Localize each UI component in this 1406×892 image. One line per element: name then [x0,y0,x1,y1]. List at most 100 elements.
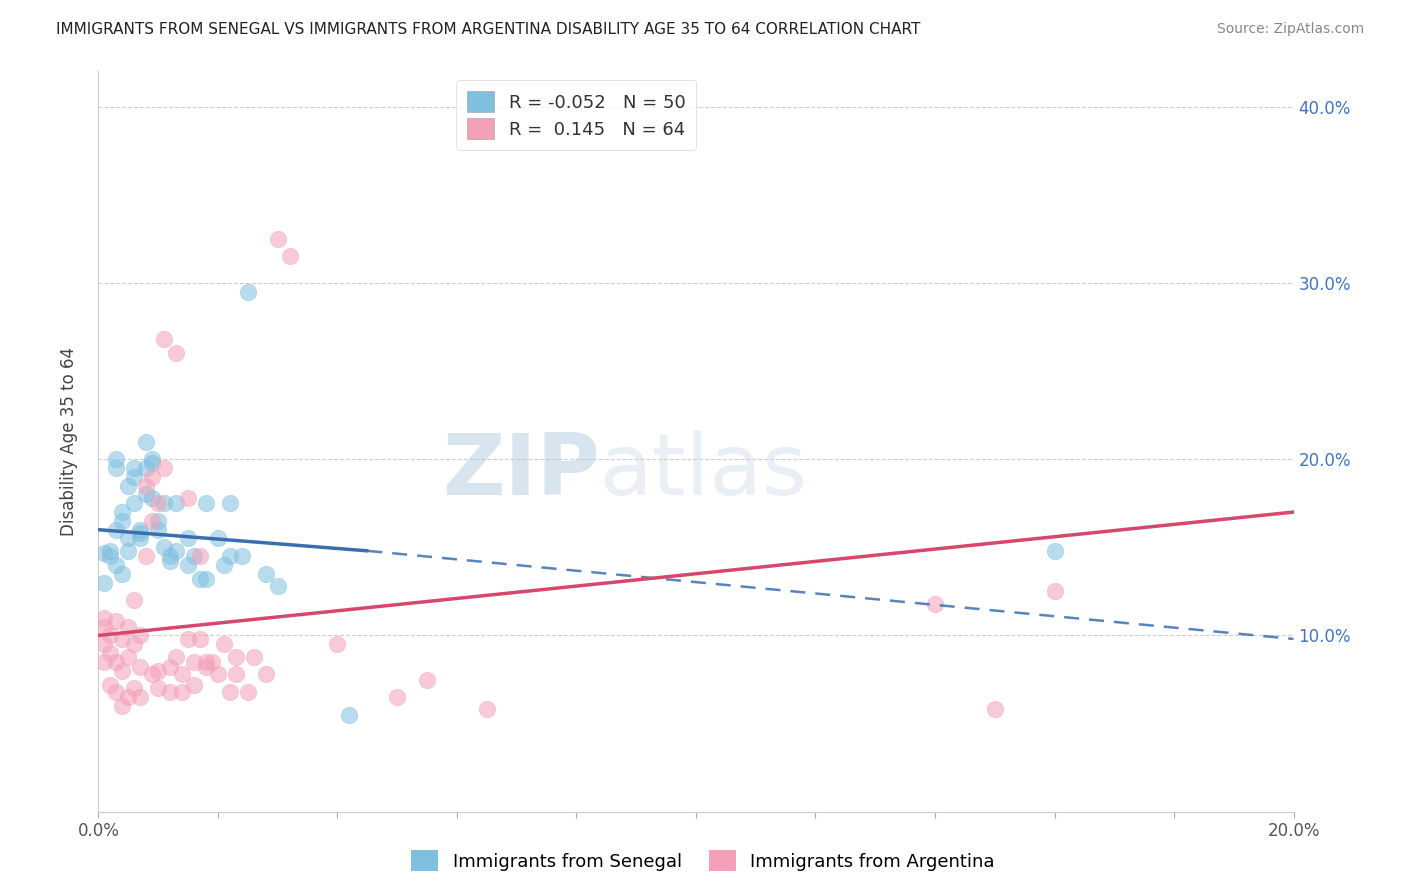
Point [93,575,115,590]
Text: ZIP: ZIP [443,430,600,513]
Point [183,549,205,563]
Point [188,549,211,563]
Point [183,655,205,669]
Point [924,597,946,611]
Text: Source: ZipAtlas.com: Source: ZipAtlas.com [1216,22,1364,37]
Point [111,632,134,646]
Point [148,681,170,696]
Point [1043,544,1066,558]
Point [124,496,146,510]
Point [177,632,200,646]
Point [124,470,146,484]
Point [135,461,157,475]
Point [105,685,128,699]
Point [148,523,170,537]
Point [111,664,134,678]
Point [98,549,122,563]
Point [195,496,218,510]
Point [117,619,139,633]
Point [219,685,242,699]
Point [141,456,163,470]
Point [177,491,200,505]
Point [1043,584,1066,599]
Text: atlas: atlas [600,430,808,513]
Point [219,496,242,510]
Point [111,566,134,581]
Point [141,491,163,505]
Point [172,667,194,681]
Point [148,496,170,510]
Point [105,615,128,629]
Point [984,702,1007,716]
Point [117,532,139,546]
Point [177,532,200,546]
Point [124,681,146,696]
Point [129,526,152,541]
Point [165,544,187,558]
Point [148,514,170,528]
Point [117,649,139,664]
Point [225,649,247,664]
Point [111,698,134,713]
Point [172,685,194,699]
Point [93,619,115,633]
Point [141,514,163,528]
Point [165,649,187,664]
Point [153,461,176,475]
Point [105,452,128,467]
Point [177,558,200,572]
Point [153,332,176,346]
Point [124,461,146,475]
Point [188,572,211,586]
Point [98,678,122,692]
Point [129,532,152,546]
Point [105,655,128,669]
Point [207,667,229,681]
Point [159,660,181,674]
Point [148,664,170,678]
Legend: Immigrants from Senegal, Immigrants from Argentina: Immigrants from Senegal, Immigrants from… [404,843,1002,879]
Point [231,549,253,563]
Point [475,702,498,716]
Point [93,546,115,560]
Legend: R = -0.052   N = 50, R =  0.145   N = 64: R = -0.052 N = 50, R = 0.145 N = 64 [457,80,696,150]
Point [416,673,439,687]
Point [236,685,259,699]
Point [117,478,139,492]
Point [183,678,205,692]
Point [98,646,122,660]
Point [326,637,349,651]
Text: IMMIGRANTS FROM SENEGAL VS IMMIGRANTS FROM ARGENTINA DISABILITY AGE 35 TO 64 COR: IMMIGRANTS FROM SENEGAL VS IMMIGRANTS FR… [56,22,921,37]
Point [129,660,152,674]
Point [105,523,128,537]
Point [141,470,163,484]
Point [212,637,235,651]
Point [219,549,242,563]
Point [339,707,361,722]
Point [254,566,277,581]
Point [212,558,235,572]
Point [135,549,157,563]
Point [159,685,181,699]
Point [98,544,122,558]
Point [195,572,218,586]
Point [141,452,163,467]
Point [111,505,134,519]
Y-axis label: Disability Age 35 to 64: Disability Age 35 to 64 [59,347,77,536]
Point [188,632,211,646]
Point [236,285,259,299]
Point [243,649,266,664]
Point [141,667,163,681]
Point [129,523,152,537]
Point [129,690,152,705]
Point [201,655,224,669]
Point [129,628,152,642]
Point [135,434,157,449]
Point [135,487,157,501]
Point [135,478,157,492]
Point [124,637,146,651]
Point [195,660,218,674]
Point [267,232,290,246]
Point [165,496,187,510]
Point [385,690,409,705]
